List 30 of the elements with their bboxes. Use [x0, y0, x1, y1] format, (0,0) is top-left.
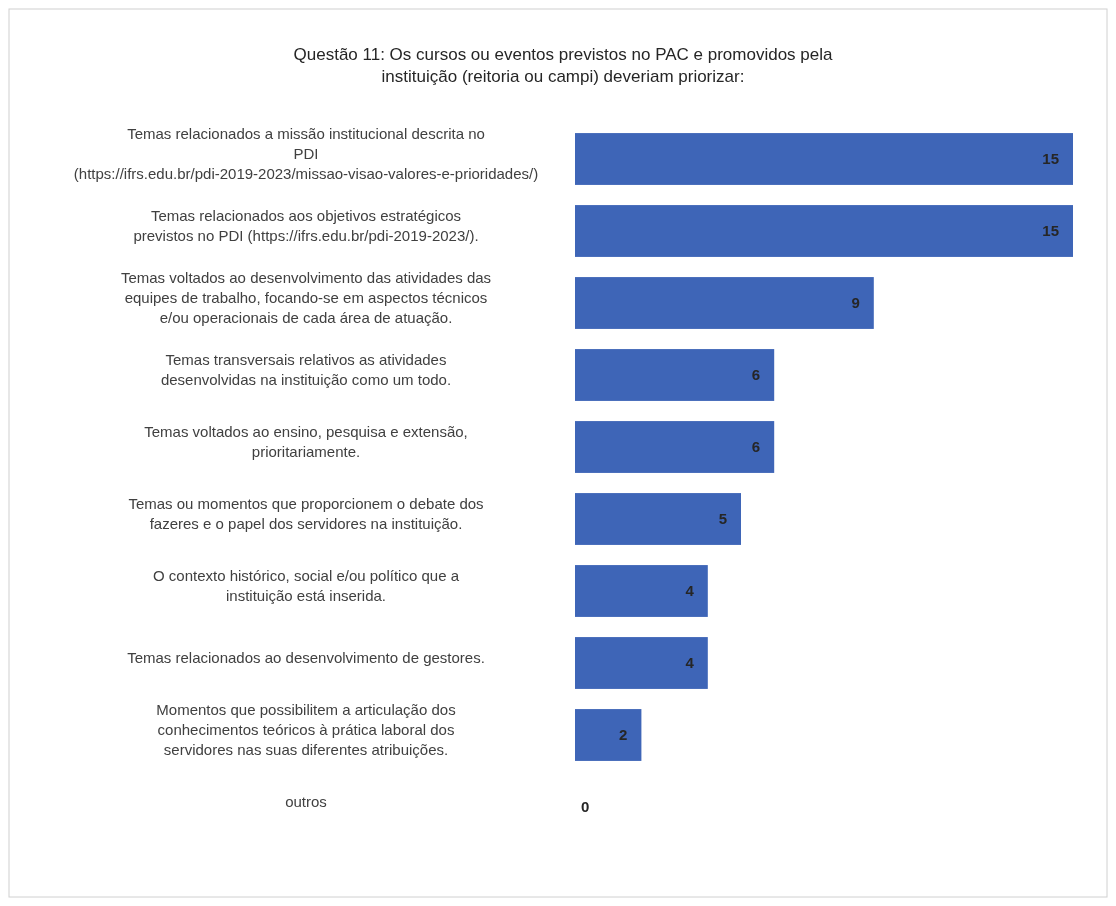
y-tick-label: Temas relacionados a missão institucional descrita no PDI (https://ifrs.edu.br/pdi-2019-2023/missao-visao-valores-e-prioridades/) — [73, 125, 539, 182]
y-tick-label: Temas voltados ao desenvolvimento das atividades das equipes de trabalho, focando-se em aspectos técnicos e/ou operacionais de cada área de atuação. — [120, 269, 492, 326]
bar — [575, 133, 1073, 185]
bar — [575, 421, 775, 473]
data-label: 0 — [581, 798, 590, 816]
y-tick-label: outros — [285, 793, 327, 810]
y-tick-label: Temas relacionados ao desenvolvimento de gestores. — [127, 649, 485, 666]
data-label: 2 — [619, 726, 628, 744]
chart-title: Questão 11: Os cursos ou eventos previstos no PAC e promovidos pela instituição (reitoria ou campi) deveriam priorizar: — [293, 45, 833, 86]
data-label: 9 — [851, 294, 860, 312]
y-tick-label: Temas voltados ao ensino, pesquisa e extensão, prioritariamente. — [144, 423, 468, 460]
data-label: 15 — [1042, 222, 1059, 240]
data-label: 15 — [1042, 150, 1059, 168]
data-label: 5 — [718, 510, 727, 528]
bar — [575, 637, 708, 689]
bar — [575, 277, 874, 329]
data-label: 6 — [751, 438, 761, 456]
data-label: 4 — [685, 582, 695, 600]
data-label: 4 — [685, 654, 695, 672]
bar — [575, 205, 1073, 257]
bar — [575, 493, 741, 545]
y-tick-label: Temas transversais relativos as atividades desenvolvidas na instituição como um todo. — [160, 351, 452, 388]
y-tick-label: O contexto histórico, social e/ou político que a instituição está inserida. — [152, 567, 460, 604]
data-label: 6 — [751, 366, 761, 384]
bar — [575, 349, 775, 401]
bar — [575, 565, 708, 617]
y-tick-label: Temas ou momentos que proporcionem o debate dos fazeres e o papel dos servidores na instituição. — [128, 495, 484, 532]
bar — [575, 709, 642, 761]
y-tick-label: Momentos que possibilitem a articulação dos conhecimentos teóricos à prática laboral dos servidores nas suas diferentes atribuições. — [156, 701, 456, 758]
y-tick-label: Temas relacionados aos objetivos estratégicos previstos no PDI (https://ifrs.edu.br/pdi-2019-2023/). — [133, 207, 479, 244]
